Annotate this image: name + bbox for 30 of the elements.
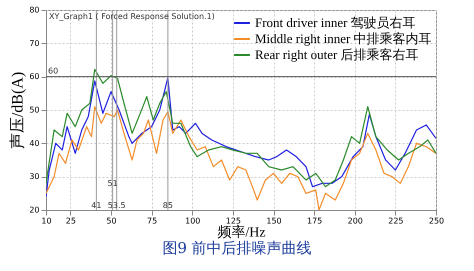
x-tick-label: 225 bbox=[388, 216, 404, 226]
y-tick-label: 70 bbox=[29, 38, 40, 48]
legend-label: Middle right inner 中排乘客内耳 bbox=[255, 31, 432, 46]
x-tick-label: 100 bbox=[185, 216, 200, 226]
y-tick-label: 50 bbox=[29, 106, 40, 114]
caption: 图9 前中后排噪声曲线 bbox=[161, 239, 313, 258]
x-tick-label: 75 bbox=[147, 216, 158, 226]
x-tick-label: 125 bbox=[226, 216, 242, 226]
ref-line-label: 60 bbox=[48, 66, 58, 76]
chart-title: XY_Graph1 ( Forced Response Solution.1) bbox=[49, 12, 215, 21]
x-tick-label: 250 bbox=[428, 216, 444, 226]
y-tick-label: 40 bbox=[29, 138, 40, 148]
y-tick-label: 20 bbox=[29, 206, 40, 214]
legend-label: Rear right outer 后排乘客右耳 bbox=[255, 47, 419, 62]
y-tick-label: 30 bbox=[29, 172, 40, 182]
legend-label: Front driver inner 驾驶员右耳 bbox=[255, 15, 416, 30]
y-axis-title: 声压/dB(A) bbox=[8, 72, 26, 150]
y-tick-label: 80 bbox=[29, 6, 40, 14]
x-tick-label: 10 bbox=[41, 216, 52, 226]
ref-line-label: 41 bbox=[91, 201, 102, 210]
x-axis-title: 频率/Hz bbox=[217, 224, 266, 240]
x-tick-label: 25 bbox=[66, 216, 76, 226]
ref-line-label: 53.5 bbox=[108, 201, 126, 210]
x-tick-label: 50 bbox=[106, 216, 117, 226]
x-tick-label: 150 bbox=[266, 216, 282, 226]
x-tick-label: 200 bbox=[348, 216, 363, 226]
y-tick-label: 60 bbox=[29, 72, 40, 82]
x-tick-label: 175 bbox=[306, 216, 322, 226]
ref-line-label: 51 bbox=[108, 179, 118, 188]
ref-line-label: 85 bbox=[162, 201, 173, 210]
